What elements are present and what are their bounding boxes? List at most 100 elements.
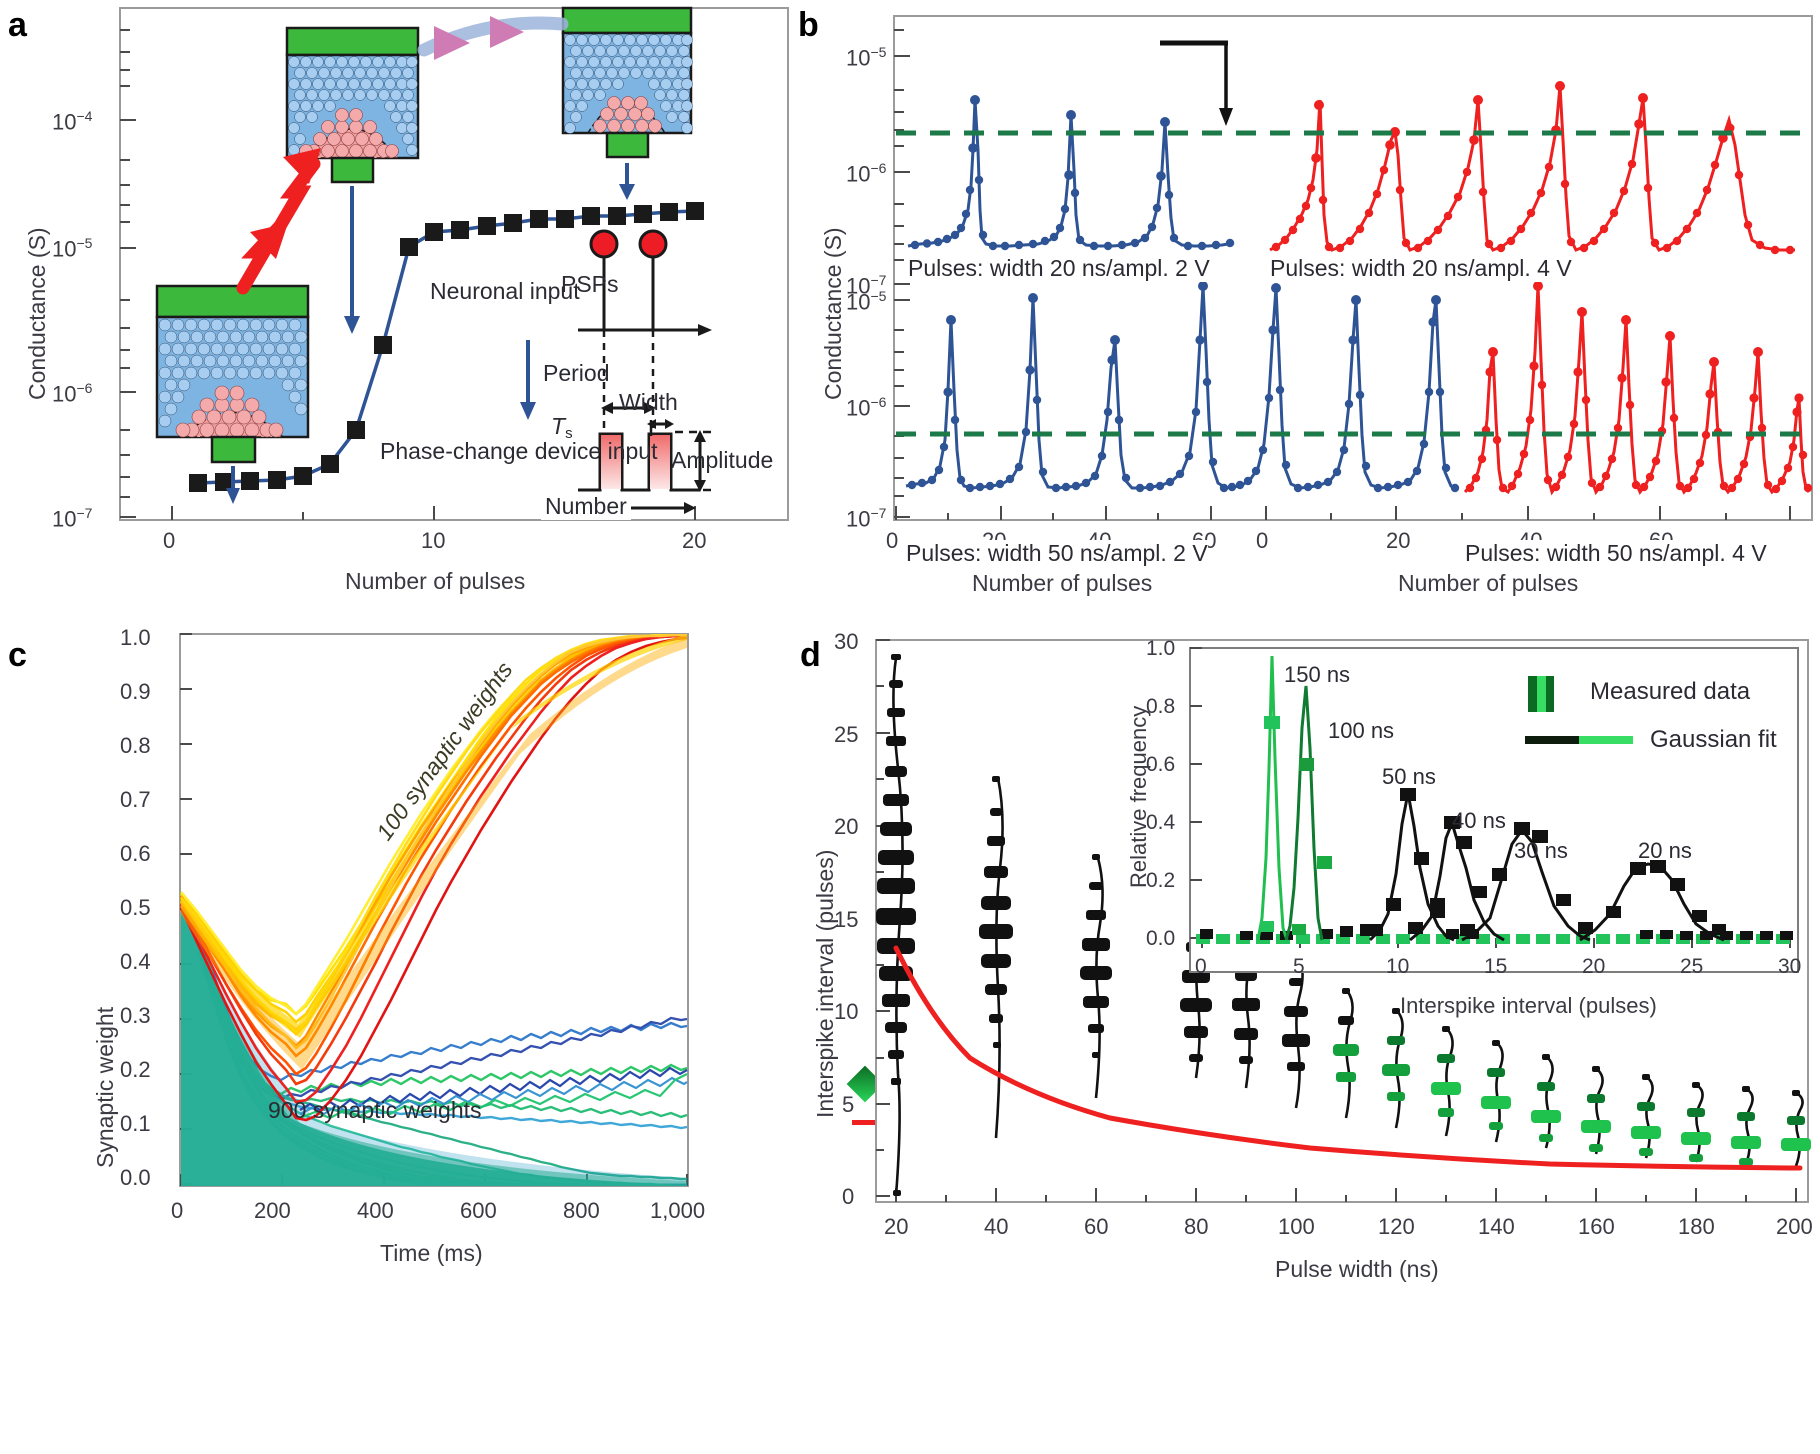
panel-b-subplot-top-right	[1269, 81, 1795, 255]
panel-c-ytick-4: 0.4	[120, 949, 151, 974]
panel-b-caption-tl-text: Pulses: width 20 ns/ampl. 2 V	[908, 255, 1210, 282]
panel-b-y-ticks-top	[894, 29, 910, 285]
panel-d-inset-curve-label-100ns: 100 ns	[1328, 718, 1395, 743]
panel-c-ytick-9: 0.9	[120, 679, 151, 704]
panel-a-annotation-arrows	[520, 340, 536, 420]
panel-d-inset-curve-50ns	[1368, 792, 1455, 942]
panel-a-xtick-0: 0	[163, 528, 176, 553]
panel-c-xtick-3: 600	[460, 1198, 497, 1223]
panel-d-inset-curve-label-50ns: 50 ns	[1382, 764, 1436, 789]
panel-c-ytick-10: 1.0	[120, 625, 151, 650]
panel-b-xtick-l-0: 0	[886, 528, 899, 553]
panel-d-inset-curve-label-40ns: 40 ns	[1452, 808, 1506, 833]
panel-b-caption-bl-text: Pulses: width 50 ns/ampl. 2 V	[906, 540, 1208, 567]
panel-c-ytick-6: 0.6	[120, 841, 151, 866]
panel-a-annotation-period: Period	[543, 360, 610, 386]
panel-b-ytick-bot-1: 10−6	[846, 394, 887, 421]
panel-b-subplot-bottom-left	[905, 281, 1460, 493]
panel-a-annotation-psps: PSPs	[561, 271, 619, 297]
panel-d-inset-xtick-1: 5	[1293, 955, 1305, 978]
panel-d-inset-curve-150ns	[1256, 655, 1289, 941]
panel-b-ytick-top-0: 10−5	[846, 44, 887, 71]
panel-c-ytick-3: 0.3	[120, 1003, 151, 1028]
panel-b-ytick-bot-0: 10−5	[846, 288, 887, 315]
panel-d-inset-curve-label-30ns: 30 ns	[1514, 838, 1568, 863]
panel-a-label: a	[8, 6, 27, 44]
line-marker-icon	[852, 1120, 892, 1125]
panel-d-inset-xtick-0: 0	[1195, 955, 1207, 978]
panel-d-fit-curve	[893, 945, 1803, 1171]
panel-a-annotation-amplitude: Amplitude	[671, 447, 774, 473]
panel-a-xlabel: Number of pulses	[345, 568, 526, 594]
panel-c-ytick-5: 0.5	[120, 895, 151, 920]
panel-d-ytick-3: 15	[834, 907, 859, 932]
panel-c-ytick-0: 0.0	[120, 1165, 151, 1190]
panel-d-inset-xlabel: Interspike interval (pulses)	[1400, 993, 1657, 1018]
panel-b-xlabel-left: Number of pulses	[972, 570, 1153, 596]
panel-b-caption-tr-text: Pulses: width 20 ns/ampl. 4 V	[1270, 255, 1572, 282]
panel-c-xtick-1: 200	[254, 1198, 291, 1223]
panel-a-annotation-width: Width	[619, 389, 678, 415]
panel-a-annotation-neuronal-input: Neuronal input	[430, 278, 580, 304]
panel-d-inset-curve-label-20ns: 20 ns	[1638, 838, 1692, 863]
panel-a-annotation-phase-change: Phase-change device input	[380, 438, 658, 464]
panel-b-xlabel-right: Number of pulses	[1398, 570, 1579, 596]
panel-d-inset-curve-label-150ns: 150 ns	[1284, 662, 1351, 687]
panel-c-ytick-8: 0.8	[120, 733, 151, 758]
panel-a-ytick-0: 10−4	[52, 108, 93, 135]
panel-d-inset-curve-30ns	[1461, 827, 1591, 942]
panel-d-ytick-5: 25	[834, 722, 859, 747]
panel-d-inset-xtick-2: 10	[1386, 955, 1410, 978]
panel-d-ytick-0: 0	[842, 1184, 855, 1209]
panel-d-inset-ytick-2: 0.4	[1146, 811, 1176, 834]
panel-c-label: c	[8, 636, 27, 674]
panel-a-ytick-3: 10−7	[52, 505, 93, 532]
panel-d-xtick-8: 180	[1678, 1214, 1715, 1239]
panel-c-xtick-2: 400	[357, 1198, 394, 1223]
panel-d-xtick-2: 60	[1084, 1214, 1109, 1239]
panel-a-device-schematic-2	[285, 26, 420, 334]
panel-d-inset-xtick-4: 20	[1582, 955, 1606, 978]
panel-a: a Conductance (S) 10−4 10−5 10−6 10−7 0 …	[0, 0, 790, 615]
panel-b-ytick-top-2: 10−7	[846, 272, 887, 299]
panel-c-ytick-7: 0.7	[120, 787, 151, 812]
panel-d-xtick-6: 140	[1478, 1214, 1515, 1239]
panel-a-xtick-1: 10	[421, 528, 446, 553]
panel-d-xlabel: Pulse width (ns)	[1275, 1256, 1439, 1282]
panel-a-y-ticks	[120, 29, 136, 518]
panel-d-xtick-9: 200	[1776, 1214, 1813, 1239]
panel-d-inset-curve-100ns	[1284, 685, 1324, 941]
panel-d-ytick-6: 30	[834, 629, 859, 654]
panel-c-trace-bundle	[180, 634, 688, 1186]
panel-c-xtick-0: 0	[171, 1198, 184, 1223]
panel-d-inset-xtick-3: 15	[1484, 955, 1508, 978]
panel-c-xtick-4: 800	[563, 1198, 600, 1223]
panel-b-y-ticks-bottom	[894, 299, 910, 518]
panel-a-ytick-2: 10−6	[52, 380, 93, 407]
panel-a-annotation-ts: Ts	[551, 413, 573, 442]
panel-d-inset-legend-markers	[1525, 676, 1633, 744]
panel-c-ytick-1: 0.1	[120, 1111, 151, 1136]
panel-c-xlabel: Time (ms)	[380, 1240, 483, 1266]
panel-d-inset-legend-label-0: Measured data	[1590, 678, 1751, 705]
panel-d-xtick-5: 120	[1378, 1214, 1415, 1239]
panel-d-inset-ytick-4: 0.8	[1146, 695, 1176, 718]
panel-b-ytick-top-1: 10−6	[846, 160, 887, 187]
panel-d-inset-xtick-6: 30	[1778, 955, 1802, 978]
panel-c-annotation-cold: 900 synaptic weights	[268, 1097, 482, 1123]
panel-a-device-schematic-1	[155, 284, 310, 504]
panel-d: d Interspike interval (pulses) 30 25 20 …	[790, 618, 1820, 1454]
panel-b-xtick-r-1: 20	[1386, 528, 1411, 553]
panel-d-ytick-4: 20	[834, 814, 859, 839]
panel-d-ytick-2: 10	[834, 999, 859, 1024]
panel-d-xtick-7: 160	[1578, 1214, 1615, 1239]
panel-a-pulse-inset	[578, 229, 717, 514]
panel-b-caption-br-text: Pulses: width 50 ns/ampl. 4 V	[1465, 540, 1767, 567]
panel-a-red-growth-arrow	[236, 148, 321, 295]
panel-d-xtick-1: 40	[984, 1214, 1009, 1239]
panel-d-inset-ytick-1: 0.2	[1146, 869, 1176, 892]
panel-d-ytick-1: 5	[842, 1092, 855, 1117]
panel-a-annotation-number: Number	[541, 493, 631, 520]
panel-d-inset-legend-label-1: Gaussian fit	[1650, 726, 1777, 753]
panel-b-firing-threshold-arrow	[1160, 40, 1233, 126]
